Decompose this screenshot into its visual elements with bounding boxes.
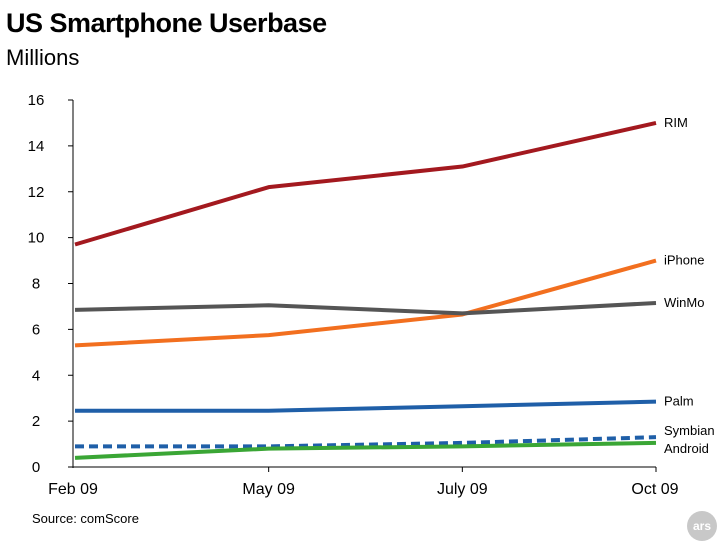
y-tick-label: 6 <box>32 321 40 338</box>
ars-logo: ars <box>687 511 717 541</box>
x-axis-ticks: Feb 09 May 09 July 09 Oct 09 <box>48 467 679 498</box>
y-tick-label: 8 <box>32 276 40 293</box>
x-tick-label: Oct 09 <box>631 481 678 498</box>
palm-series-label: Palm <box>664 394 694 409</box>
y-tick-label: 0 <box>32 459 40 476</box>
iphone-series-label: iPhone <box>664 253 704 268</box>
iphone-series-line <box>74 258 657 348</box>
rim-series-line <box>74 120 657 247</box>
rim-series-label: RIM <box>664 115 688 130</box>
symbian-series-line <box>75 435 657 449</box>
y-tick-label: 10 <box>28 230 45 247</box>
y-tick-label: 14 <box>28 138 45 155</box>
x-tick-label: Feb 09 <box>48 481 98 498</box>
y-tick-label: 16 <box>28 92 45 109</box>
series-labels: RIM iPhone WinMo Palm Symbian Android <box>664 115 715 456</box>
palm-series-line <box>75 399 657 413</box>
x-tick-label: May 09 <box>242 481 295 498</box>
winmo-series-line <box>74 300 657 316</box>
android-series-line <box>74 440 657 460</box>
y-tick-label: 12 <box>28 184 45 201</box>
source-note: Source: comScore <box>32 511 139 526</box>
chart-title: US Smartphone Userbase <box>6 8 327 38</box>
x-tick-label: July 09 <box>437 481 488 498</box>
android-series-label: Android <box>664 441 709 456</box>
winmo-series-label: WinMo <box>664 295 704 310</box>
y-tick-label: 2 <box>32 413 40 430</box>
symbian-series-label: Symbian <box>664 423 715 438</box>
series-lines <box>74 120 657 460</box>
y-tick-label: 4 <box>32 367 40 384</box>
y-axis-ticks: 0 2 4 6 8 10 12 14 16 <box>28 92 73 476</box>
chart-subtitle: Millions <box>6 45 80 70</box>
